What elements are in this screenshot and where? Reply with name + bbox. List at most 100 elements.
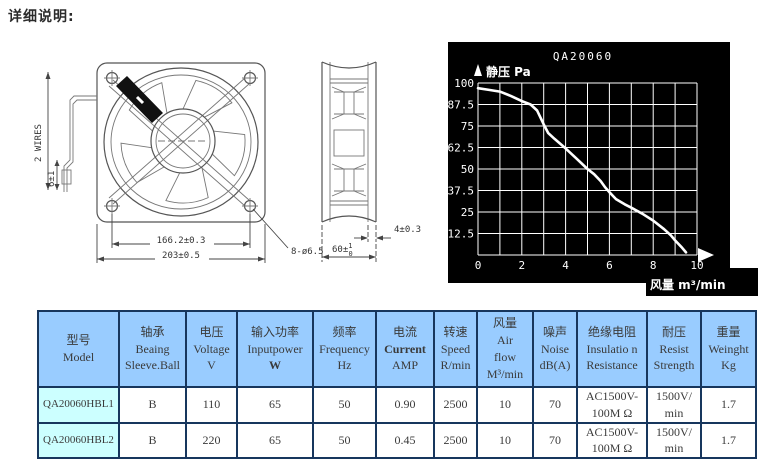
column-header-insulatio-n: 绝缘电阻 Insulatio n Resistance [576,310,648,388]
column-header-air: 风量 Air flow M³/min [476,310,534,388]
header-line: 轴承 [140,324,165,339]
tick-label: 62.5 [448,142,474,155]
model-cell: QA20060HBL1 [37,386,120,424]
spec-cell: 0.90 [375,386,435,424]
header-line: M³/min [486,366,524,381]
header-line: Frequency [319,341,370,356]
tick-label: 50 [461,163,474,176]
header-line: 风量 [492,316,517,331]
spec-cell: 65 [236,386,314,424]
column-header-speed: 转速 Speed R/min [433,310,478,388]
spec-cell: 2500 [433,386,478,424]
y-axis-arrow [474,64,482,76]
mounting-holes [104,70,258,214]
tick-label: 8 [650,259,657,272]
fan-front-view: 2 WIRES 6±1 166.2±0.3 203±0.5 8-ø6.5 [34,62,324,263]
header-line: Hz [337,358,352,373]
header-line: Resist [659,341,689,356]
spec-cell: 110 [185,386,238,424]
tick-label: 37.5 [448,185,474,198]
header-line: Voltage [193,341,230,356]
x-axis-arrow [698,248,714,262]
header-line: 输入功率 [250,324,299,339]
lead-wires [61,95,97,192]
tick-label: 25 [461,206,474,219]
bolt-circle-dim-label: 166.2±0.3 [157,236,206,246]
spec-cell: 1.7 [700,421,757,459]
fan-technical-drawing: 2 WIRES 6±1 166.2±0.3 203±0.5 8-ø6.5 [34,61,421,263]
spec-cell: 50 [312,421,377,459]
header-line: 型号 [66,333,91,348]
header-line: 电压 [199,324,224,339]
tick-label: 100 [454,77,474,90]
spec-cell: 70 [532,421,578,459]
column-header-inputpower: 输入功率 Inputpower W [236,310,314,388]
spec-cell: 65 [236,421,314,459]
spec-cell: B [118,421,187,459]
tick-label: 10 [690,259,703,272]
tick-label: 87.5 [448,99,474,112]
spec-cell: 70 [532,386,578,424]
column-header-voltage: 电压 Voltage V [185,310,238,388]
spec-cell: 10 [476,386,534,424]
header-line: Speed [440,341,471,356]
header-line: Insulatio n [586,341,638,356]
wires-label: 2 WIRES [34,124,44,162]
header-line: Current [384,341,426,356]
header-line: Sleeve.Ball [125,358,180,373]
header-line: 耐压 [661,324,686,339]
spec-cell: 0.45 [375,421,435,459]
wire-dim-label: 6±1 [47,171,57,187]
header-line: Weinght [708,341,749,356]
header-line: Strength [653,358,695,373]
column-header-current: 电流 Current AMP [375,310,435,388]
fan-side-view: 4±0.3 60±1 0 [321,61,421,262]
model-cell: QA20060HBL2 [37,421,120,459]
chart-background [448,42,730,283]
header-line: Kg [721,358,736,373]
header-line: Resistance [586,358,638,373]
header-line: 电流 [392,324,417,339]
header-line: 转速 [443,324,468,339]
header-line: 频率 [332,324,357,339]
frame-dim-label: 203±0.5 [162,251,200,261]
column-header-model: 型号 Model [37,310,120,388]
spec-cell: B [118,386,187,424]
header-line: 重量 [716,324,741,339]
header-line: Inputpower [247,341,303,356]
spec-cell: 1500V/ min [646,386,702,424]
spec-cell: 10 [476,421,534,459]
spec-cell: 220 [185,421,238,459]
header-line: flow [494,350,516,364]
spec-cell: 2500 [433,421,478,459]
header-line: Air [497,333,513,348]
tick-label: 2 [518,259,525,272]
spec-cell: AC1500V- 100M Ω [576,386,648,424]
header-line: W [269,358,281,373]
column-header-beaing: 轴承 Beaing Sleeve.Ball [118,310,187,388]
page-title: 详细说明: [8,9,75,25]
header-line: 噪声 [542,324,567,339]
performance-chart: QA20060 静压 Pa 100 87.5 75 62.5 50 37.5 25 12.5 0… [448,42,758,296]
header-line: AMP [391,358,418,373]
chart-title: QA20060 [553,50,613,63]
table-row: QA20060HBL2 B 220 65 50 0.45 2500 10 70 AC1500V- … [37,421,757,459]
chart-xlabel: 风量 m³/min [650,278,725,292]
column-header-frequency: 频率 Frequency Hz [312,310,377,388]
column-header-resist: 耐压 Resist Strength [646,310,702,388]
tick-label: 4 [562,259,569,272]
column-header-weinght: 重量 Weinght Kg [700,310,757,388]
hole-callout-label: 8-ø6.5 [291,247,324,257]
chart-ylabel: 静压 Pa [486,64,531,79]
chart-xlabel-background [646,268,758,296]
table-row: QA20060HBL1 B 110 65 50 0.90 2500 10 70 AC1500V- … [37,386,757,424]
header-line: Model [62,350,95,364]
flange-dim-label: 4±0.3 [394,225,421,235]
header-line: V [207,358,216,373]
spec-cell: 50 [312,386,377,424]
header-line: R/min [440,358,471,373]
tick-label: 6 [606,259,613,272]
spec-table: 型号 Model 轴承 Beaing Sleeve.Ball 电压 Voltage V 输入功率… [37,310,757,459]
spec-cell: 1.7 [700,386,757,424]
tick-label: 12.5 [448,228,474,241]
